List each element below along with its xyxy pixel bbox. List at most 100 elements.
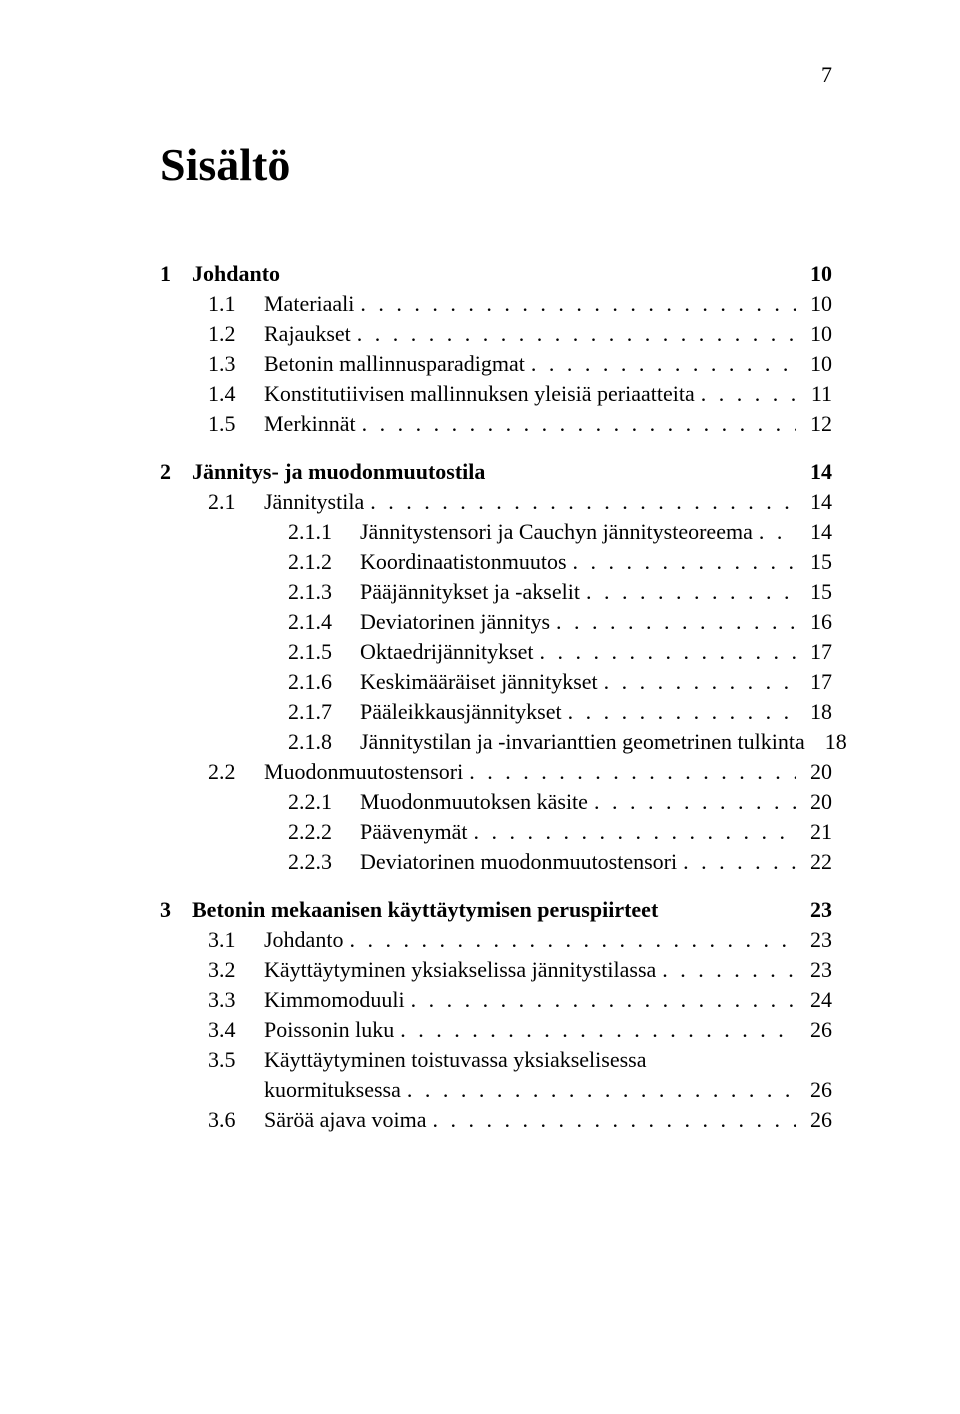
leader-dots <box>534 639 802 665</box>
leader-dots <box>343 927 802 953</box>
leader-dots <box>588 789 802 815</box>
toc-entry: 2.2.3Deviatorinen muodonmuutostensori 22 <box>160 849 832 875</box>
entry-page: 20 <box>802 759 832 785</box>
entry-title: Betonin mallinnusparadigmat <box>264 351 525 377</box>
toc-entry: 2.1.8Jännitystilan ja -invarianttien geo… <box>160 729 832 755</box>
chapter-number: 2 <box>160 459 192 485</box>
entry-number: 2.2.3 <box>288 849 360 875</box>
entry-continuation: kuormituksessa <box>264 1077 401 1103</box>
entry-title: Käyttäytyminen toistuvassa yksiakselises… <box>264 1047 647 1073</box>
entry-page: 18 <box>817 729 847 755</box>
entry-page: 26 <box>802 1017 832 1043</box>
toc-entry: 2.1Jännitystila14 <box>160 489 832 515</box>
toc-entry: 2.1.6Keskimääräiset jännitykset17 <box>160 669 832 695</box>
entry-page: 26 <box>802 1107 832 1133</box>
entry-number: 3.6 <box>208 1107 264 1133</box>
toc-entry: 2.1.7Pääleikkausjännitykset18 <box>160 699 832 725</box>
entry-number: 2.1.4 <box>288 609 360 635</box>
leader-dots <box>356 411 802 437</box>
entry-page: 15 <box>802 549 832 575</box>
entry-title: Koordinaatistonmuutos <box>360 549 567 575</box>
toc-entry: 1.2Rajaukset10 <box>160 321 832 347</box>
entry-page: 23 <box>802 927 832 953</box>
entry-page: 26 <box>802 1077 832 1103</box>
leader-dots <box>354 291 802 317</box>
entry-number: 3.2 <box>208 957 264 983</box>
leader-dots <box>562 699 802 725</box>
entry-number: 2.2.1 <box>288 789 360 815</box>
leader-dots <box>656 957 802 983</box>
leader-dots <box>351 321 802 347</box>
entry-title: Rajaukset <box>264 321 351 347</box>
leader-dots <box>401 1077 802 1103</box>
entry-number: 2.1 <box>208 489 264 515</box>
toc-entry: 2.1.4Deviatorinen jännitys16 <box>160 609 832 635</box>
leader-dots <box>364 489 802 515</box>
toc-entry: 2.2.1Muodonmuutoksen käsite 20 <box>160 789 832 815</box>
toc-entry: 1.1Materiaali10 <box>160 291 832 317</box>
entry-number: 2.2.2 <box>288 819 360 845</box>
entry-page: 12 <box>802 411 832 437</box>
page-number: 7 <box>821 62 832 88</box>
toc-entry: 3.3Kimmomoduuli24 <box>160 987 832 1013</box>
entry-page: 11 <box>802 381 832 407</box>
entry-page: 15 <box>802 579 832 605</box>
chapter-page: 23 <box>810 897 832 923</box>
leader-dots <box>805 729 817 755</box>
entry-number: 3.4 <box>208 1017 264 1043</box>
entry-title: Muodonmuutoksen käsite <box>360 789 588 815</box>
entry-number: 2.1.7 <box>288 699 360 725</box>
entry-number: 1.5 <box>208 411 264 437</box>
entry-number: 2.2 <box>208 759 264 785</box>
entry-number: 1.4 <box>208 381 264 407</box>
table-of-contents: 1Johdanto101.1Materiaali101.2Rajaukset10… <box>160 261 832 1133</box>
chapter-row: 1Johdanto10 <box>160 261 832 287</box>
entry-title: Johdanto <box>264 927 343 953</box>
entry-title: Materiaali <box>264 291 354 317</box>
entry-page: 20 <box>802 789 832 815</box>
entry-page: 24 <box>802 987 832 1013</box>
toc-entry: 1.4Konstitutiivisen mallinnuksen yleisiä… <box>160 381 832 407</box>
entry-title: Käyttäytyminen yksiakselissa jännitystil… <box>264 957 656 983</box>
entry-number: 3.5 <box>208 1047 264 1073</box>
entry-title: Pääjännitykset ja -akselit <box>360 579 580 605</box>
toc-entry: 3.5Käyttäytyminen toistuvassa yksiakseli… <box>160 1047 832 1073</box>
entry-number: 1.1 <box>208 291 264 317</box>
leader-dots <box>753 519 802 545</box>
entry-page: 21 <box>802 819 832 845</box>
toc-entry: 2.1.2Koordinaatistonmuutos15 <box>160 549 832 575</box>
entry-title: Merkinnät <box>264 411 356 437</box>
entry-number: 2.1.1 <box>288 519 360 545</box>
entry-title: Muodonmuutostensori <box>264 759 463 785</box>
entry-page: 22 <box>802 849 832 875</box>
entry-number: 2.1.6 <box>288 669 360 695</box>
leader-dots <box>463 759 802 785</box>
toc-entry: 2.1.1Jännitystensori ja Cauchyn jännitys… <box>160 519 832 545</box>
entry-page: 16 <box>802 609 832 635</box>
entry-page: 23 <box>802 957 832 983</box>
leader-dots <box>525 351 802 377</box>
chapter-page: 10 <box>810 261 832 287</box>
toc-entry: 3.1Johdanto23 <box>160 927 832 953</box>
entry-page: 10 <box>802 351 832 377</box>
entry-title: Poissonin luku <box>264 1017 394 1043</box>
entry-title: Oktaedrijännitykset <box>360 639 534 665</box>
entry-title: Konstitutiivisen mallinnuksen yleisiä pe… <box>264 381 695 407</box>
entry-number: 2.1.3 <box>288 579 360 605</box>
entry-number: 3.3 <box>208 987 264 1013</box>
toc-entry: 3.2Käyttäytyminen yksiakselissa jännitys… <box>160 957 832 983</box>
entry-title: Deviatorinen muodonmuutostensori <box>360 849 677 875</box>
leader-dots <box>427 1107 803 1133</box>
leader-dots <box>677 849 802 875</box>
entry-title: Keskimääräiset jännitykset <box>360 669 598 695</box>
entry-page: 14 <box>802 489 832 515</box>
toc-entry: 2.1.3Pääjännitykset ja -akselit 15 <box>160 579 832 605</box>
toc-entry: 1.5Merkinnät 12 <box>160 411 832 437</box>
entry-page: 18 <box>802 699 832 725</box>
entry-number: 1.3 <box>208 351 264 377</box>
leader-dots <box>567 549 802 575</box>
toc-entry-continuation: kuormituksessa 26 <box>160 1077 832 1103</box>
entry-title: Päävenymät <box>360 819 468 845</box>
leader-dots <box>405 987 802 1013</box>
chapter-number: 1 <box>160 261 192 287</box>
